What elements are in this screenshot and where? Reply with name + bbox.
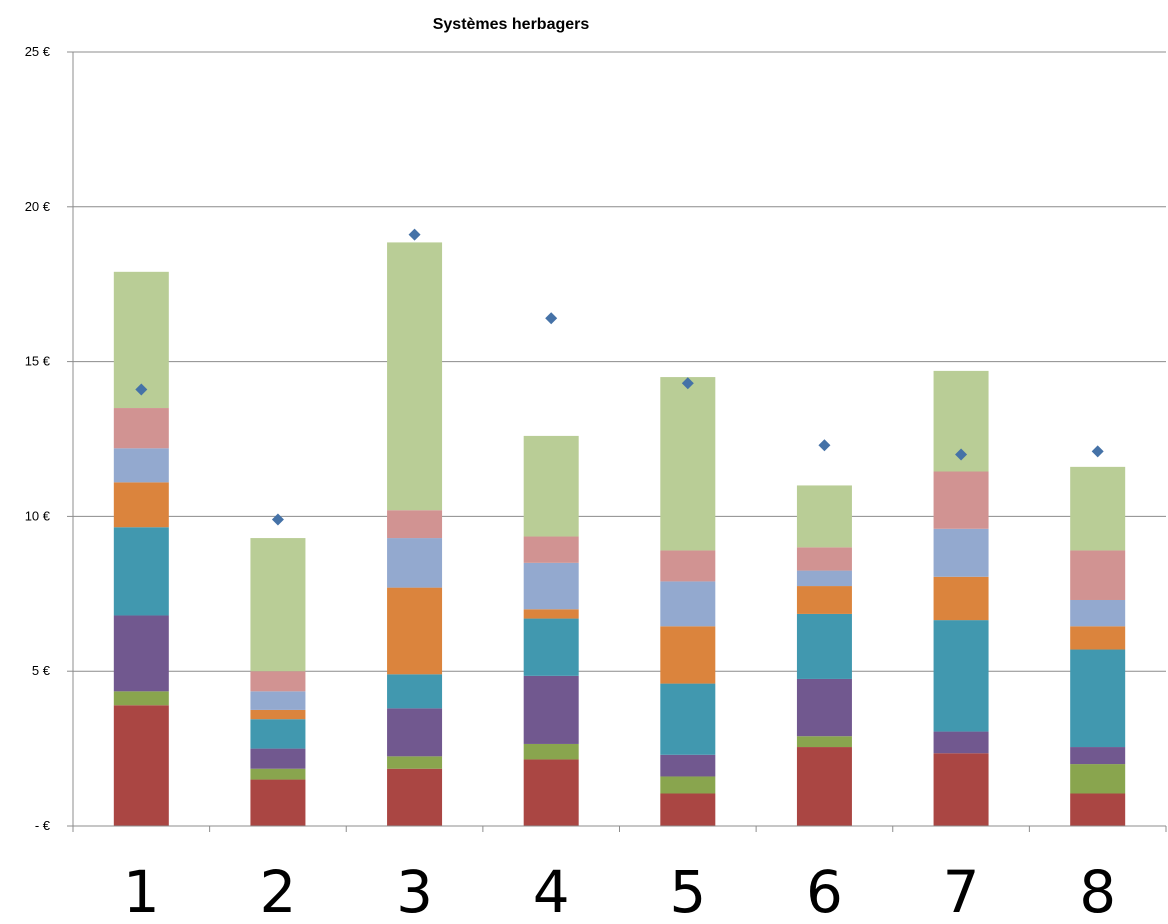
- bar-segment: [113, 691, 169, 706]
- x-axis-tick-labels: 1 2 3 4 5 6 7 8: [123, 858, 1116, 924]
- bar-segment: [387, 538, 443, 588]
- markers: [135, 228, 1104, 526]
- bar-segment: [796, 736, 852, 748]
- bar-segment: [250, 709, 306, 720]
- bar-segment: [250, 691, 306, 710]
- bar-stacks: [113, 242, 1126, 826]
- bar-segment: [523, 435, 579, 537]
- bar-segment: [660, 754, 716, 777]
- bar-segment: [933, 471, 989, 529]
- bar-segment: [796, 678, 852, 737]
- bar-segment: [387, 708, 443, 757]
- bar-segment: [250, 748, 306, 769]
- marker-point: [955, 448, 968, 461]
- bar-segment: [660, 377, 716, 551]
- bar-segment: [1070, 599, 1126, 627]
- bar-segment: [796, 586, 852, 614]
- bar-segment: [387, 674, 443, 709]
- bar-segment: [387, 587, 443, 675]
- y-tick-label: 15 €: [25, 354, 51, 369]
- x-tick-label: 2: [259, 858, 296, 924]
- bar-segment: [1070, 466, 1126, 551]
- marker-point: [1091, 445, 1104, 458]
- bar-segment: [387, 768, 443, 826]
- bar-segment: [113, 482, 169, 528]
- x-tick-label: 1: [123, 858, 160, 924]
- bar-segment: [113, 408, 169, 449]
- bar-segment: [933, 576, 989, 621]
- bar-segment: [523, 743, 579, 760]
- bar-segment: [523, 759, 579, 826]
- y-tick-label: - €: [35, 818, 51, 833]
- bar-segment: [660, 550, 716, 582]
- x-tick-label: 8: [1079, 858, 1116, 924]
- bar-segment: [796, 613, 852, 679]
- bar-segment: [1070, 649, 1126, 748]
- bar-segment: [660, 626, 716, 684]
- bar-segment: [660, 683, 716, 755]
- bar-segment: [796, 547, 852, 571]
- bar-segment: [933, 620, 989, 732]
- y-tick-label: 10 €: [25, 508, 51, 523]
- bar-segment: [1070, 626, 1126, 650]
- bar-segment: [796, 747, 852, 826]
- bar-segment: [933, 528, 989, 577]
- bar-segment: [113, 705, 169, 826]
- x-tick-label: 4: [533, 858, 570, 924]
- y-tick-label: 25 €: [25, 44, 51, 59]
- bar-segment: [1070, 793, 1126, 826]
- bar-segment: [1070, 764, 1126, 794]
- marker-point: [408, 228, 421, 241]
- y-tick-label: 5 €: [32, 663, 51, 678]
- y-axis-tick-labels: - € 5 € 10 € 15 € 20 € 25 €: [25, 44, 51, 833]
- x-tick-label: 7: [943, 858, 980, 924]
- bar-segment: [250, 719, 306, 749]
- bar-segment: [387, 510, 443, 539]
- bar-segment: [796, 570, 852, 587]
- bar-segment: [387, 242, 443, 511]
- marker-point: [681, 377, 694, 390]
- bar-segment: [660, 793, 716, 826]
- marker-point: [818, 439, 831, 452]
- x-tick-label: 6: [806, 858, 843, 924]
- y-tick-label: 20 €: [25, 199, 51, 214]
- bar-segment: [250, 538, 306, 672]
- bar-segment: [250, 779, 306, 826]
- bar-segment: [660, 776, 716, 794]
- bar-segment: [523, 536, 579, 563]
- marker-point: [545, 312, 558, 325]
- bar-segment: [660, 581, 716, 627]
- bar-segment: [796, 485, 852, 548]
- bar-segment: [250, 768, 306, 780]
- bar-segment: [387, 756, 443, 769]
- bar-segment: [113, 615, 169, 692]
- x-tick-label: 5: [669, 858, 706, 924]
- bar-segment: [523, 609, 579, 619]
- bar-segment: [523, 562, 579, 610]
- chart-title: Systèmes herbagers: [433, 16, 590, 33]
- bar-segment: [933, 731, 989, 754]
- bar-segment: [933, 753, 989, 826]
- bar-segment: [523, 675, 579, 744]
- marker-point: [271, 513, 284, 526]
- bar-segment: [523, 618, 579, 676]
- marker-point: [135, 383, 148, 396]
- x-tick-label: 3: [396, 858, 433, 924]
- bar-segment: [1070, 747, 1126, 765]
- gridlines: [73, 51, 1166, 672]
- bar-segment: [113, 527, 169, 616]
- bar-segment: [113, 448, 169, 483]
- bar-segment: [250, 671, 306, 692]
- bar-segment: [1070, 550, 1126, 600]
- axes: [67, 51, 1167, 832]
